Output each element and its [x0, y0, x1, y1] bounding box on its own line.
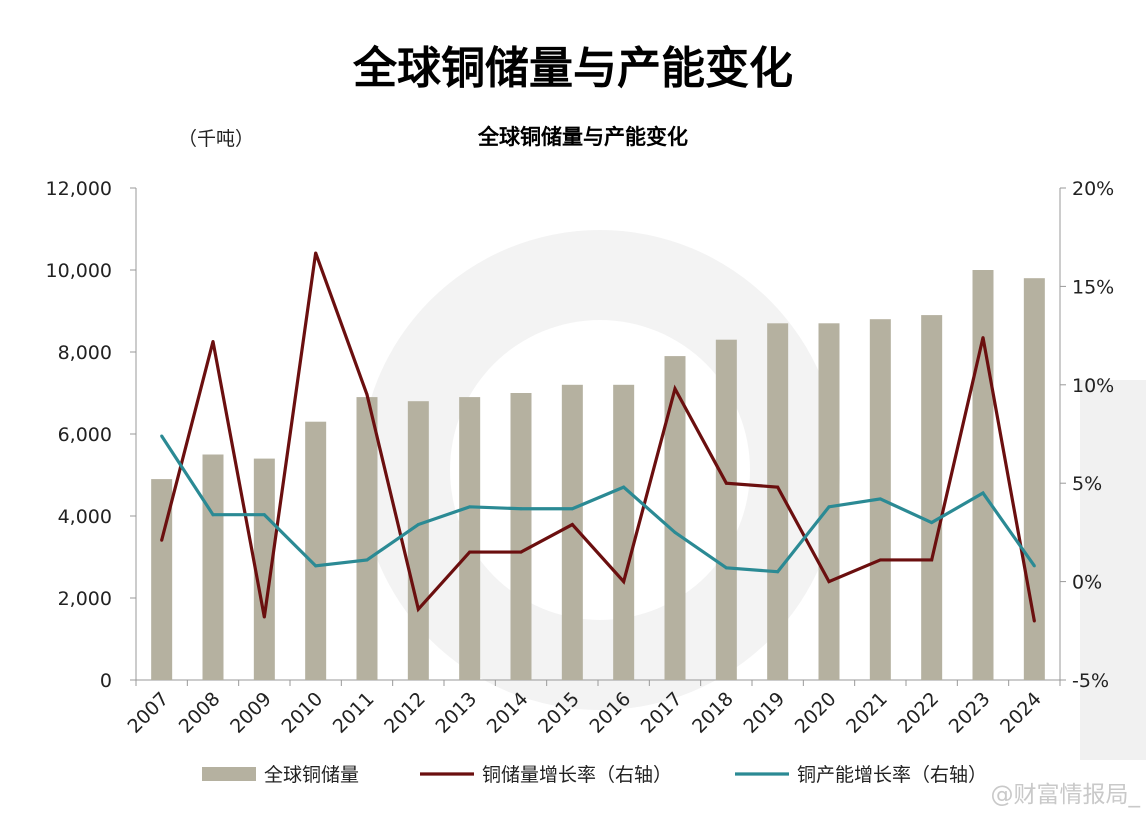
series-1-point	[827, 580, 831, 584]
bar-2024	[1023, 278, 1045, 680]
right-tick-label: 15%	[1072, 276, 1114, 298]
bar-2022	[921, 315, 943, 680]
series-1-point	[930, 558, 934, 562]
bar-2012	[407, 401, 429, 680]
series-2-point	[211, 513, 215, 517]
bar-2013	[459, 397, 481, 680]
series-1-point	[673, 387, 677, 391]
series-1-point	[365, 393, 369, 397]
series-2-point	[827, 505, 831, 509]
bar-2023	[972, 270, 994, 680]
legend-swatch-bar	[202, 767, 256, 781]
series-2-point	[570, 507, 574, 511]
series-1-point	[622, 580, 626, 584]
left-tick-label: 2,000	[58, 588, 112, 610]
right-tick-label: 0%	[1072, 572, 1102, 594]
series-1-point	[262, 615, 266, 619]
bar-2014	[510, 393, 532, 680]
x-tick-label: 2008	[175, 688, 225, 738]
legend-label: 铜储量增长率（右轴）	[482, 764, 672, 786]
x-tick-label: 2007	[123, 688, 173, 738]
bar-2008	[202, 454, 224, 680]
x-tick-label: 2024	[996, 688, 1046, 738]
right-tick-label: 5%	[1072, 473, 1102, 495]
series-2-point	[314, 564, 318, 568]
right-tick-label: 10%	[1072, 375, 1114, 397]
series-line-2	[160, 435, 1036, 574]
series-1-point	[1032, 619, 1036, 623]
series-line-1	[160, 252, 1036, 622]
series-1-point	[724, 481, 728, 485]
series-2-point	[622, 485, 626, 489]
series-2-point	[468, 505, 472, 509]
bar-2007	[151, 479, 173, 680]
chart-subtitle: 全球铜储量与产能变化	[477, 125, 688, 149]
x-tick-label: 2019	[739, 688, 789, 738]
series-1-point	[981, 336, 985, 340]
series-2-point	[776, 570, 780, 574]
legend-label: 铜产能增长率（右轴）	[797, 764, 987, 786]
x-tick-label: 2013	[431, 688, 481, 738]
bar-2020	[818, 323, 840, 680]
chart-title: 全球铜储量与产能变化	[352, 43, 793, 94]
bar-2015	[561, 384, 583, 680]
series-2-point	[930, 521, 934, 525]
left-tick-label: 6,000	[58, 424, 112, 446]
series-1-point	[160, 538, 164, 542]
x-tick-label: 2012	[380, 688, 430, 738]
series-2-point	[519, 507, 523, 511]
series-2-point	[160, 434, 164, 438]
series-1-point	[519, 550, 523, 554]
right-tick-label: 20%	[1072, 178, 1114, 200]
x-tick-label: 2022	[893, 688, 943, 738]
bar-2011	[356, 397, 378, 680]
plot-area: 0 2,000 4,000 6,000 8,000 10,000 12,000 -5% 0% 5%…	[46, 178, 1115, 738]
left-tick-label: 0	[100, 670, 112, 692]
bar-2016	[613, 384, 635, 680]
series-2-point	[878, 497, 882, 501]
left-tick-label: 8,000	[58, 342, 112, 364]
series-1-point	[878, 558, 882, 562]
series-2-point	[981, 491, 985, 495]
series-2-point	[365, 558, 369, 562]
x-tick-label: 2021	[842, 688, 892, 738]
series-1-point	[211, 340, 215, 344]
left-axis-unit: （千吨）	[178, 128, 254, 150]
bar-2017	[664, 356, 686, 680]
series-2-point	[1032, 564, 1036, 568]
right-tick-label: -5%	[1072, 670, 1109, 692]
series-1-point	[314, 251, 318, 255]
x-tick-label: 2018	[688, 688, 738, 738]
series-2-point	[262, 513, 266, 517]
left-tick-label: 4,000	[58, 506, 112, 528]
x-tick-label: 2011	[329, 688, 379, 738]
x-tick-label: 2023	[945, 688, 995, 738]
series-1-point	[776, 485, 780, 489]
left-tick-label: 10,000	[46, 260, 112, 282]
left-tick-label: 12,000	[46, 178, 112, 200]
bar-2019	[767, 323, 789, 680]
series-1-point	[468, 550, 472, 554]
x-tick-label: 2020	[791, 688, 841, 738]
bar-2018	[715, 339, 737, 680]
x-tick-label: 2009	[226, 688, 276, 738]
series-1-point	[416, 607, 420, 611]
legend-label: 全球铜储量	[264, 764, 359, 786]
watermark-text: @财富情报局_	[991, 782, 1141, 808]
series-2-point	[416, 523, 420, 527]
bar-2010	[305, 421, 327, 680]
series-1-point	[570, 523, 574, 527]
x-tick-label: 2010	[277, 688, 327, 738]
series-2-point	[673, 530, 677, 534]
series-2-point	[724, 566, 728, 570]
legend: 全球铜储量 铜储量增长率（右轴） 铜产能增长率（右轴）	[202, 764, 987, 786]
